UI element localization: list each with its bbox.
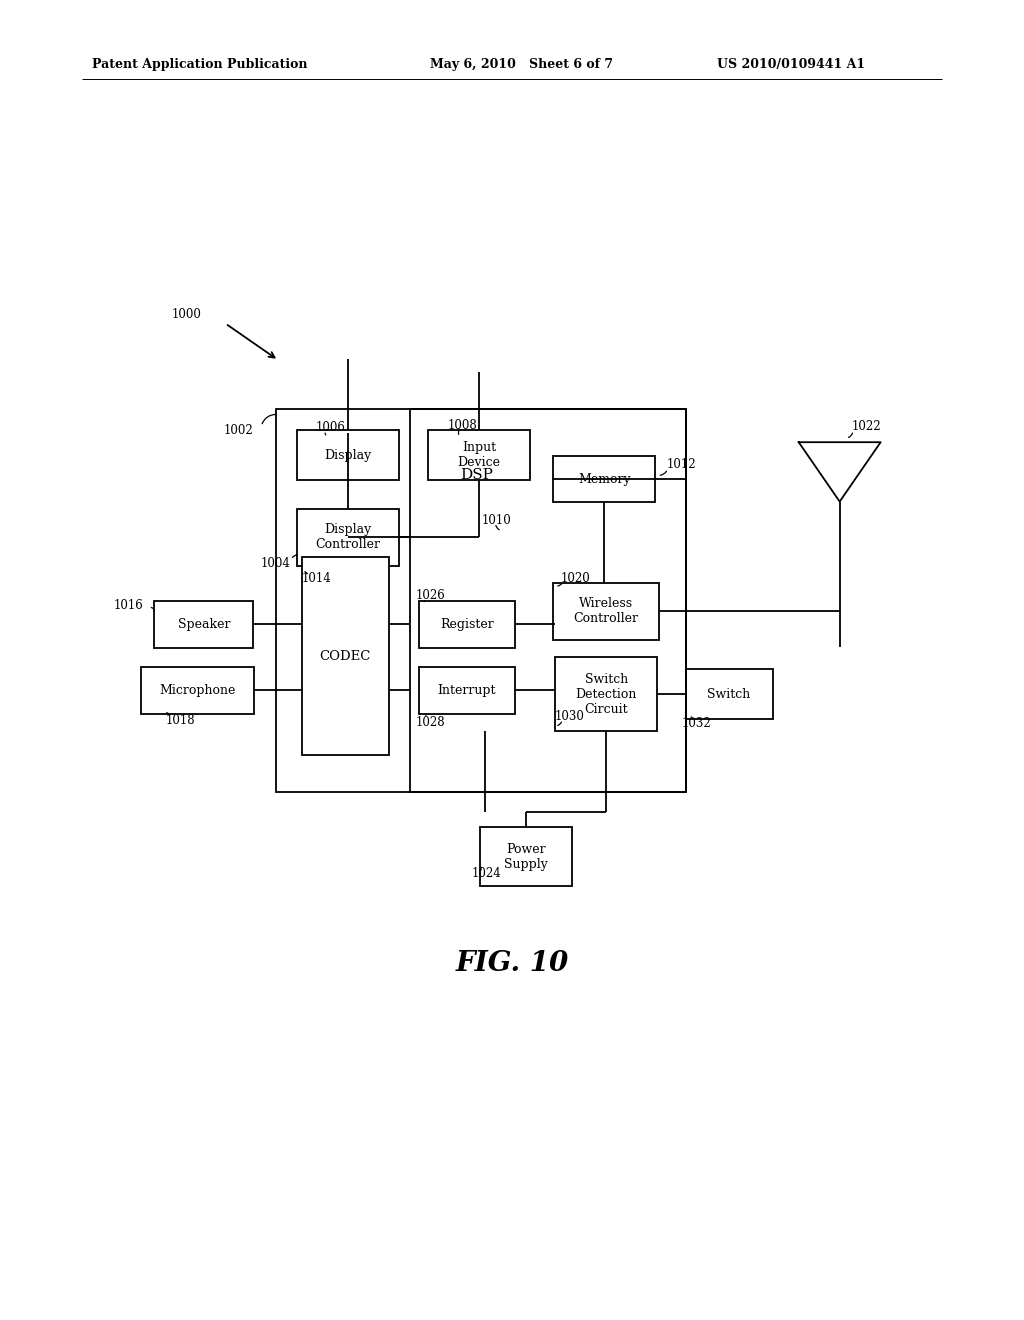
Text: 1018: 1018 [166,714,196,727]
Bar [302,557,389,755]
Text: 1024: 1024 [472,867,502,880]
Text: 1000: 1000 [172,308,202,321]
Text: Speaker: Speaker [177,618,230,631]
Bar [410,409,686,792]
Bar [297,430,399,480]
Text: 1004: 1004 [261,557,291,570]
Bar [276,409,686,792]
Text: 1012: 1012 [667,458,696,471]
Text: Microphone: Microphone [160,684,236,697]
Text: Power
Supply: Power Supply [505,842,548,871]
Bar [686,669,772,719]
Bar [420,601,515,648]
Text: 1020: 1020 [560,572,590,585]
Text: Patent Application Publication: Patent Application Publication [92,58,307,71]
Bar [555,657,657,731]
Text: 1022: 1022 [852,420,882,433]
Text: Input
Device: Input Device [458,441,501,470]
Bar [297,508,399,565]
Bar [553,455,655,502]
Text: US 2010/0109441 A1: US 2010/0109441 A1 [717,58,865,71]
Text: 1010: 1010 [481,513,511,527]
Text: 1030: 1030 [555,710,585,723]
Bar [420,667,515,714]
Text: CODEC: CODEC [319,649,371,663]
Text: Register: Register [440,618,494,631]
Text: 1032: 1032 [682,717,712,730]
Bar [155,601,254,648]
Bar [553,583,659,639]
Text: 1028: 1028 [416,715,445,729]
Bar [480,826,572,887]
Text: 1006: 1006 [315,421,345,434]
Text: Interrupt: Interrupt [437,684,497,697]
Text: Display
Controller: Display Controller [315,523,381,552]
Text: 1014: 1014 [302,572,332,585]
Text: May 6, 2010   Sheet 6 of 7: May 6, 2010 Sheet 6 of 7 [430,58,613,71]
Text: Wireless
Controller: Wireless Controller [573,597,639,626]
Text: Switch
Detection
Circuit: Switch Detection Circuit [575,673,637,715]
Text: Display: Display [325,449,372,462]
Text: 1008: 1008 [447,418,477,432]
Bar [141,667,254,714]
Text: Switch: Switch [708,688,751,701]
Text: 1002: 1002 [223,424,253,437]
Text: 1016: 1016 [114,599,143,612]
Bar [428,430,530,480]
Text: FIG. 10: FIG. 10 [456,950,568,977]
Text: Memory: Memory [578,473,631,486]
Text: 1026: 1026 [416,589,445,602]
Text: DSP: DSP [460,469,493,482]
